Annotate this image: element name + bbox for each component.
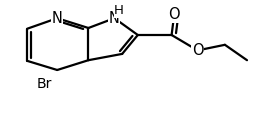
Text: N: N [109, 11, 120, 26]
Text: H: H [114, 4, 124, 17]
Text: O: O [192, 43, 203, 58]
Text: N: N [52, 11, 63, 26]
Text: Br: Br [36, 77, 52, 91]
Text: O: O [168, 7, 180, 22]
